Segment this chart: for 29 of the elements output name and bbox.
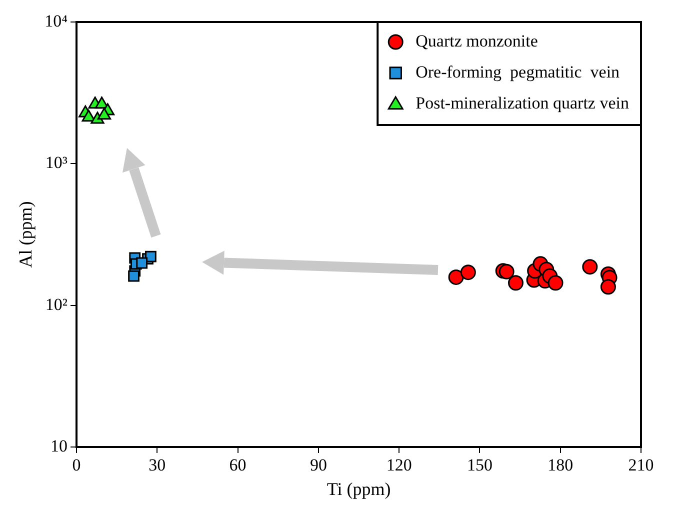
point xyxy=(448,269,464,285)
x-tick-label: 30 xyxy=(148,456,166,475)
legend-label: Post-mineralization quartz vein xyxy=(416,93,630,112)
x-axis-title: Ti (ppm) xyxy=(326,478,391,499)
x-tick-label: 150 xyxy=(466,456,492,475)
y-axis-title: Al (ppm) xyxy=(16,201,36,268)
x-tick-label: 0 xyxy=(72,456,81,475)
y-tick-label: 10³ xyxy=(45,153,68,172)
legend-label: Ore-forming pegmatitic vein xyxy=(416,62,620,82)
point xyxy=(97,108,112,120)
legend-label: Quartz monzonite xyxy=(416,31,538,50)
point xyxy=(82,110,96,122)
point xyxy=(600,279,616,295)
y-tick-label: 10⁴ xyxy=(44,11,68,30)
y-tick-label: 10² xyxy=(45,294,68,314)
point xyxy=(508,275,524,291)
y-tick-label: 10 xyxy=(50,436,68,456)
point xyxy=(548,275,564,291)
x-tick-label: 210 xyxy=(628,456,654,475)
point xyxy=(128,270,140,282)
point xyxy=(136,257,148,269)
x-tick-label: 180 xyxy=(548,456,574,475)
x-tick-label: 120 xyxy=(386,456,412,475)
x-tick-label: 60 xyxy=(229,456,246,475)
x-tick-label: 90 xyxy=(310,456,327,475)
point xyxy=(145,250,156,262)
point xyxy=(582,259,598,275)
point xyxy=(498,264,514,280)
point xyxy=(460,264,476,280)
